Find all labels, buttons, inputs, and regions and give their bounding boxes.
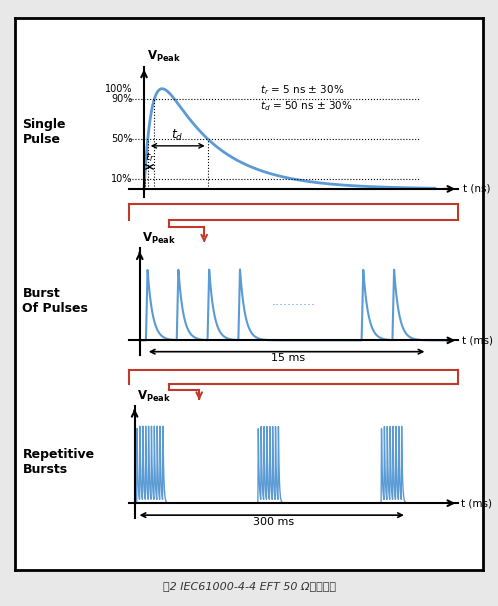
- Text: 50%: 50%: [111, 134, 132, 144]
- Text: t (ns): t (ns): [463, 184, 490, 194]
- Text: $\mathbf{V_{Peak}}$: $\mathbf{V_{Peak}}$: [147, 48, 181, 64]
- Text: Burst
Of Pulses: Burst Of Pulses: [22, 287, 88, 316]
- Text: 90%: 90%: [111, 94, 132, 104]
- Text: $t_d$: $t_d$: [171, 128, 184, 143]
- Text: 300 ms: 300 ms: [252, 517, 294, 527]
- Text: $t_r$ = 5 ns ± 30%
$t_d$ = 50 ns ± 30%: $t_r$ = 5 ns ± 30% $t_d$ = 50 ns ± 30%: [260, 84, 353, 113]
- Text: $\mathbf{V_{Peak}}$: $\mathbf{V_{Peak}}$: [142, 231, 176, 246]
- Text: t (ms): t (ms): [462, 335, 493, 345]
- Text: 100%: 100%: [105, 84, 132, 94]
- Text: $t_r$: $t_r$: [144, 150, 154, 164]
- Text: 图2 IEC61000-4-4 EFT 50 Ω负载波形: 图2 IEC61000-4-4 EFT 50 Ω负载波形: [162, 581, 336, 591]
- Text: 10%: 10%: [111, 174, 132, 184]
- Text: Single
Pulse: Single Pulse: [22, 118, 66, 146]
- Text: t (ms): t (ms): [461, 498, 492, 508]
- Text: ...........: ...........: [272, 295, 316, 308]
- Text: Repetitive
Bursts: Repetitive Bursts: [22, 448, 95, 476]
- Text: 15 ms: 15 ms: [270, 353, 305, 364]
- Text: $\mathbf{V_{Peak}}$: $\mathbf{V_{Peak}}$: [136, 388, 171, 404]
